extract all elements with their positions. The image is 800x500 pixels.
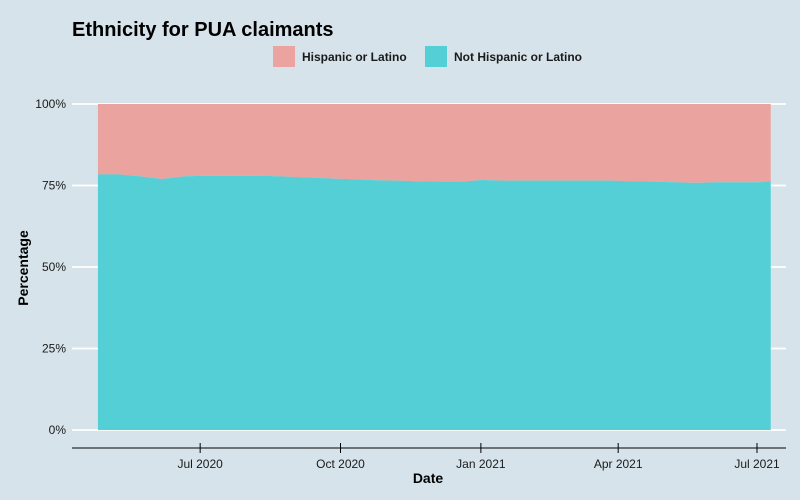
x-tick-label: Apr 2021 (594, 457, 643, 471)
y-tick-label: 100% (35, 97, 66, 111)
y-tick-label: 75% (42, 179, 66, 193)
y-axis-label: Percentage (15, 230, 31, 306)
area-hispanic-or-latino (97, 104, 771, 183)
x-tick-label: Jul 2020 (177, 457, 223, 471)
legend-key-hispanic (273, 46, 295, 67)
chart-title: Ethnicity for PUA claimants (72, 19, 334, 41)
x-axis-label: Date (413, 470, 444, 486)
x-tick-label: Jul 2021 (734, 457, 780, 471)
x-tick-label: Jan 2021 (456, 457, 506, 471)
area-not-hispanic-or-latino (97, 174, 771, 430)
y-tick-labels: 0% 25% 50% 75% 100% (35, 97, 66, 437)
y-tick-label: 50% (42, 260, 66, 274)
y-tick-label: 25% (42, 342, 66, 356)
y-tick-label: 0% (49, 423, 67, 437)
legend-label-hispanic: Hispanic or Latino (302, 50, 407, 64)
x-tick-labels: Jul 2020 Oct 2020 Jan 2021 Apr 2021 Jul 2021 (177, 457, 780, 471)
legend-key-not-hispanic (425, 46, 447, 67)
axes (72, 443, 786, 453)
x-tick-label: Oct 2020 (316, 457, 365, 471)
plot-areas (97, 104, 771, 430)
legend-label-not-hispanic: Not Hispanic or Latino (454, 50, 582, 64)
legend: Hispanic or Latino Not Hispanic or Latin… (273, 46, 582, 67)
